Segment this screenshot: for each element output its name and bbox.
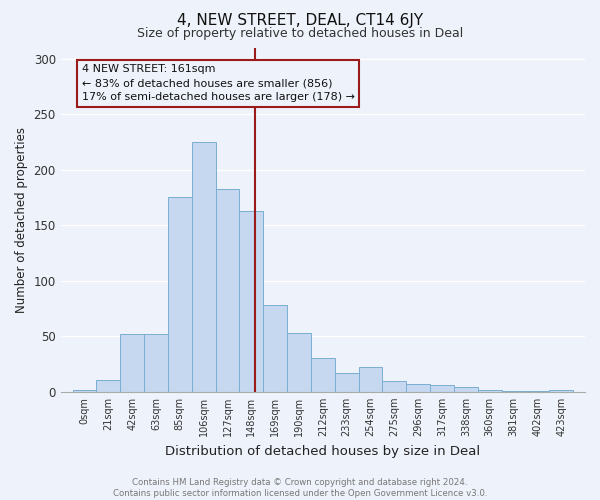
Bar: [335, 373, 359, 392]
Bar: [287, 333, 311, 392]
Bar: [239, 211, 263, 392]
Bar: [430, 385, 454, 392]
Bar: [311, 358, 335, 392]
Y-axis label: Number of detached properties: Number of detached properties: [15, 126, 28, 312]
Bar: [382, 380, 406, 392]
Bar: [406, 384, 430, 392]
Bar: [549, 390, 573, 392]
Bar: [359, 368, 382, 392]
X-axis label: Distribution of detached houses by size in Deal: Distribution of detached houses by size …: [165, 444, 481, 458]
Bar: [454, 388, 478, 392]
Bar: [215, 188, 239, 392]
Bar: [263, 305, 287, 392]
Text: Contains HM Land Registry data © Crown copyright and database right 2024.
Contai: Contains HM Land Registry data © Crown c…: [113, 478, 487, 498]
Bar: [502, 390, 526, 392]
Bar: [73, 390, 97, 392]
Bar: [526, 390, 549, 392]
Text: Size of property relative to detached houses in Deal: Size of property relative to detached ho…: [137, 28, 463, 40]
Text: 4 NEW STREET: 161sqm
← 83% of detached houses are smaller (856)
17% of semi-deta: 4 NEW STREET: 161sqm ← 83% of detached h…: [82, 64, 355, 102]
Bar: [144, 334, 168, 392]
Bar: [120, 334, 144, 392]
Text: 4, NEW STREET, DEAL, CT14 6JY: 4, NEW STREET, DEAL, CT14 6JY: [177, 12, 423, 28]
Bar: [192, 142, 215, 392]
Bar: [478, 390, 502, 392]
Bar: [97, 380, 120, 392]
Bar: [168, 198, 192, 392]
